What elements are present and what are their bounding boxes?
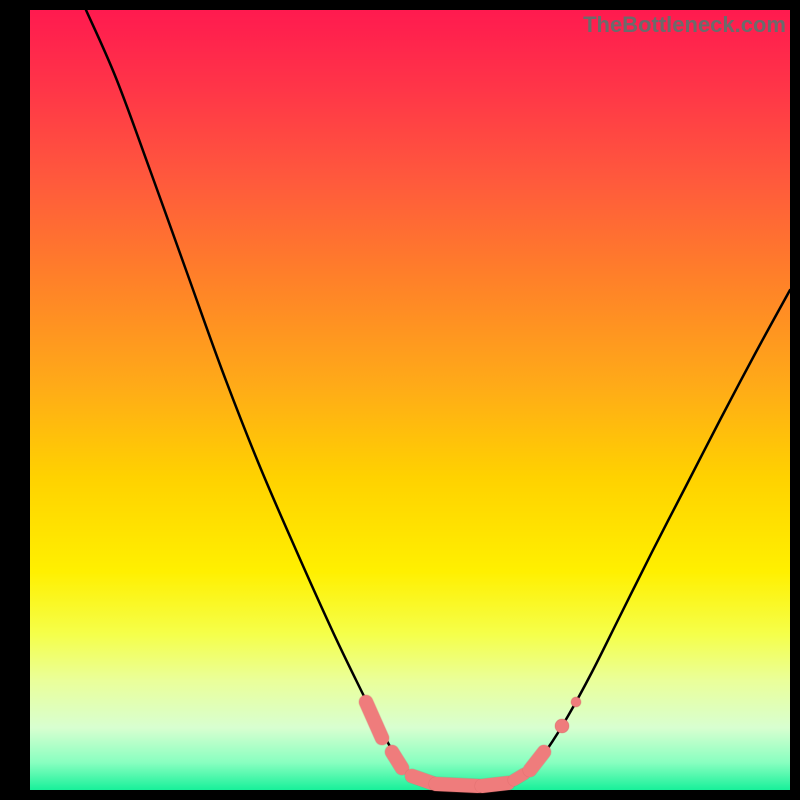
- marker-capsule-0: [366, 702, 382, 738]
- curve-layer: [0, 0, 800, 800]
- marker-capsule-5: [514, 774, 524, 780]
- curve-right: [480, 290, 790, 786]
- marker-dot-1: [571, 697, 581, 707]
- watermark-text: TheBottleneck.com: [583, 12, 786, 38]
- chart-stage: TheBottleneck.com: [0, 0, 800, 800]
- marker-capsule-1: [392, 752, 402, 768]
- marker-capsule-4: [482, 783, 508, 786]
- marker-dot-0: [555, 719, 569, 733]
- marker-capsule-3: [436, 784, 478, 786]
- curve-left: [86, 10, 480, 786]
- marker-capsule-6: [530, 752, 544, 770]
